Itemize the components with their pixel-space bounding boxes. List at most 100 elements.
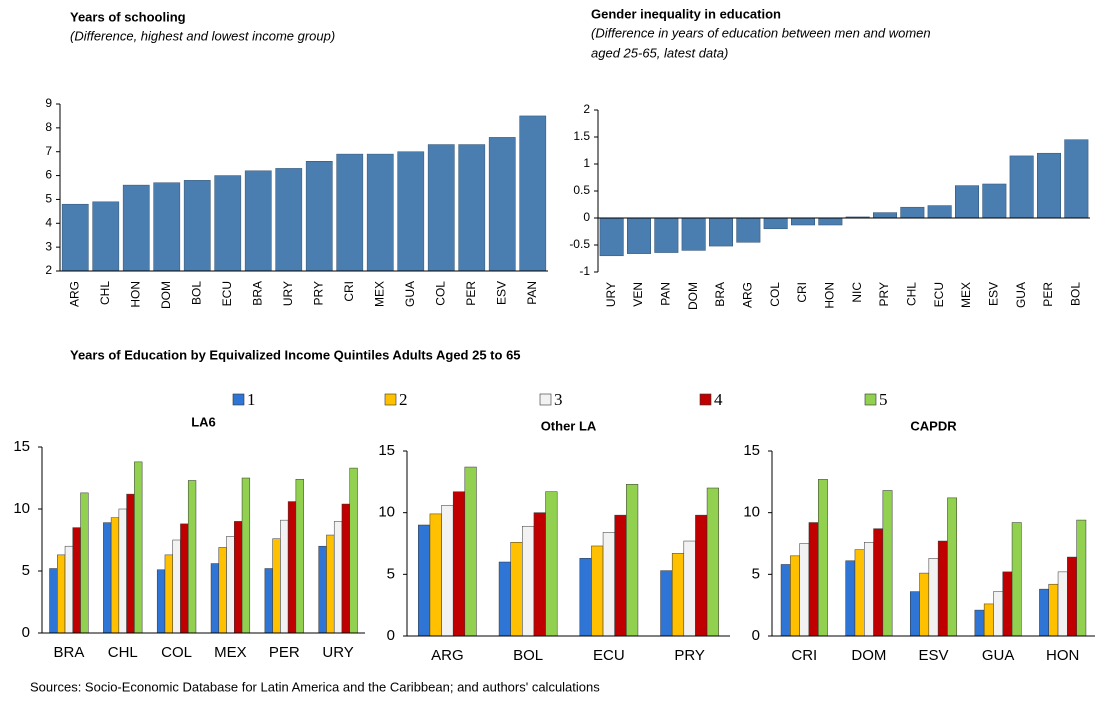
chart-title: Gender inequality in education	[591, 6, 781, 21]
bar	[318, 545, 327, 634]
x-tick-label: COL	[161, 644, 192, 661]
legend-swatch	[699, 393, 712, 406]
panel-title: CAPDR	[910, 418, 957, 433]
bar	[397, 151, 425, 272]
bar	[458, 144, 486, 272]
chart-title: Years of Education by Equivalized Income…	[70, 347, 521, 362]
bar	[818, 479, 828, 637]
y-tick-label: 0	[583, 210, 590, 224]
legend-label: 2	[399, 390, 408, 409]
bar	[1039, 588, 1049, 637]
x-tick-label: CHL	[98, 281, 112, 305]
bar	[681, 217, 706, 251]
bar	[602, 532, 615, 637]
y-tick-label: 5	[45, 192, 52, 206]
y-tick-label: 6	[45, 168, 52, 182]
x-tick-label: GUA	[982, 647, 1015, 664]
bar	[763, 217, 788, 230]
bar	[579, 558, 592, 637]
chart-subtitle: aged 25-65, latest data)	[591, 45, 728, 60]
bar	[427, 144, 455, 272]
x-tick-label: BOL	[189, 281, 203, 305]
bar	[599, 217, 624, 257]
bar	[790, 555, 800, 637]
chart-subtitle: (Difference in years of education betwee…	[591, 25, 931, 40]
bar	[61, 203, 89, 272]
y-tick-label: 15	[378, 442, 395, 459]
bar	[533, 512, 546, 637]
bar	[522, 525, 535, 637]
x-tick-label: BRA	[53, 644, 84, 661]
y-tick-label: -1	[579, 264, 590, 278]
bar	[1076, 519, 1087, 637]
x-tick-label: CHL	[108, 644, 138, 661]
bar	[519, 115, 547, 272]
y-tick-label: 0.5	[573, 183, 590, 197]
bar	[510, 542, 523, 637]
bar	[488, 137, 516, 272]
bar	[57, 554, 66, 634]
bar	[498, 561, 511, 637]
x-tick-label: ARG	[431, 647, 464, 664]
x-tick-label: ECU	[220, 281, 234, 306]
bar	[49, 568, 58, 634]
x-tick-label: PRY	[311, 281, 325, 305]
x-tick-label: CRI	[795, 282, 809, 303]
x-tick-label: ECU	[593, 647, 625, 664]
bar	[244, 170, 272, 272]
bar	[264, 568, 273, 634]
bar	[118, 508, 127, 634]
bar	[626, 217, 652, 254]
bar	[218, 547, 227, 634]
x-tick-label: PRY	[674, 647, 705, 664]
bar	[64, 545, 74, 634]
x-tick-label: URY	[281, 281, 295, 306]
x-tick-label: PRY	[877, 282, 891, 306]
bar	[326, 534, 335, 634]
bar	[210, 563, 220, 634]
x-tick-label: COL	[768, 282, 782, 307]
legend-swatch	[864, 393, 877, 406]
bar	[706, 487, 719, 637]
x-tick-label: GUA	[1014, 282, 1028, 308]
y-tick-label: 10	[13, 500, 30, 517]
y-tick-label: 2	[583, 102, 590, 116]
legend-label: 5	[879, 390, 888, 409]
y-tick-label: 8	[45, 120, 52, 134]
bar	[156, 569, 166, 634]
bar	[671, 553, 685, 637]
bar	[336, 153, 364, 272]
y-tick-label: 3	[45, 239, 52, 253]
source: Sources: Socio-Economic Database for Lat…	[30, 679, 600, 694]
bar	[164, 554, 173, 634]
panel-title: Other LA	[541, 418, 597, 433]
bar	[873, 528, 884, 637]
legend-label: 3	[554, 390, 563, 409]
bar	[983, 603, 994, 637]
bar	[937, 540, 948, 637]
bar	[272, 538, 281, 634]
bar	[919, 572, 930, 637]
bar	[172, 539, 181, 634]
x-tick-label: BRA	[250, 281, 264, 306]
bar	[993, 591, 1004, 637]
x-tick-label: HON	[128, 281, 142, 308]
x-tick-label: ARG	[67, 281, 81, 307]
bar	[1057, 571, 1068, 637]
y-tick-label: 1.5	[573, 129, 590, 143]
x-tick-label: MEX	[214, 644, 247, 661]
x-tick-label: URY	[604, 282, 618, 307]
bar	[683, 540, 696, 637]
x-tick-label: BRA	[713, 282, 727, 307]
y-tick-label: 5	[387, 565, 395, 582]
bar	[80, 492, 89, 634]
bar	[863, 542, 874, 637]
bar	[295, 478, 304, 634]
bar	[187, 480, 197, 634]
x-tick-label: HON	[823, 282, 837, 309]
bar	[790, 217, 816, 226]
legend-swatch	[539, 393, 552, 406]
x-tick-label: MEX	[372, 281, 386, 307]
x-tick-label: DOM	[851, 647, 886, 664]
